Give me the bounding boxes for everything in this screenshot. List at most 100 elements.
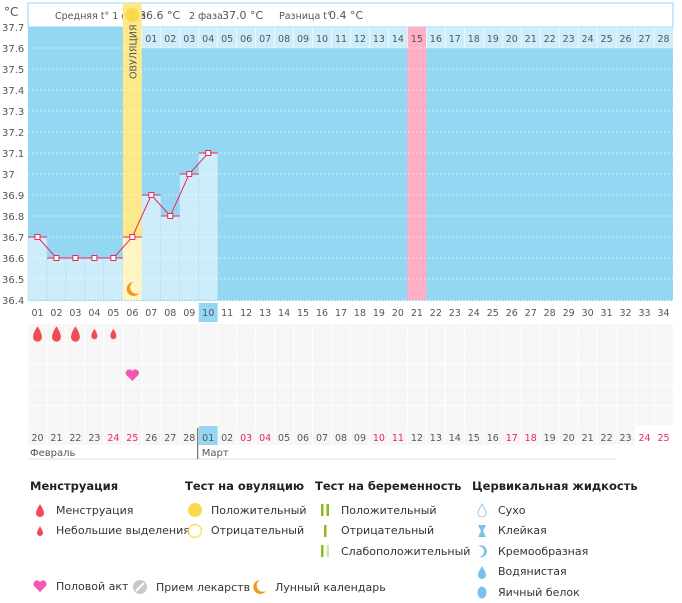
symbol-cell bbox=[521, 385, 540, 405]
symbol-cell bbox=[85, 344, 104, 364]
symbol-cell bbox=[559, 365, 578, 385]
y-tick-label: 37.1 bbox=[2, 149, 24, 160]
symbol-cell bbox=[388, 324, 407, 344]
symbol-cell bbox=[199, 385, 218, 405]
symbol-cell bbox=[313, 365, 332, 385]
month-label: Март bbox=[202, 448, 229, 459]
symbol-cell bbox=[294, 406, 313, 426]
symbol-cell bbox=[294, 385, 313, 405]
dry-drop-icon bbox=[472, 503, 492, 518]
date-cell bbox=[502, 426, 521, 445]
date-cell bbox=[388, 426, 407, 445]
phase2-day-label: 01 bbox=[145, 34, 157, 45]
date-cell bbox=[180, 426, 199, 445]
symbol-cell bbox=[369, 324, 388, 344]
symbol-cell bbox=[483, 344, 502, 364]
symbol-cell bbox=[464, 385, 483, 405]
diff-label: Разница t° bbox=[279, 11, 332, 22]
date-cell bbox=[597, 426, 616, 445]
date-label: 25 bbox=[126, 433, 138, 444]
legend-label: Небольшие выделения bbox=[56, 524, 190, 538]
legend-ovulation-test: Тест на овуляцию Положительный Отрицател… bbox=[185, 479, 307, 541]
symbol-cell bbox=[85, 385, 104, 405]
date-cell bbox=[521, 426, 540, 445]
symbol-cell bbox=[578, 385, 597, 405]
symbol-cell bbox=[47, 406, 66, 426]
phase2-day-label: 04 bbox=[202, 34, 214, 45]
legend-pregnancy-test: Тест на беременность Положительный Отриц… bbox=[315, 479, 470, 562]
symbol-cell bbox=[256, 385, 275, 405]
symbol-cell bbox=[313, 406, 332, 426]
cycle-day-label: 04 bbox=[88, 308, 100, 319]
symbol-cell bbox=[180, 324, 199, 344]
moon-icon bbox=[126, 282, 140, 296]
diff-value: 0.4 °C bbox=[329, 9, 363, 22]
symbol-cell bbox=[180, 406, 199, 426]
symbol-cell bbox=[142, 385, 161, 405]
heart-icon bbox=[30, 579, 50, 593]
faint-line-icon bbox=[315, 544, 335, 558]
symbol-cell bbox=[161, 344, 180, 364]
symbol-cell bbox=[66, 365, 85, 385]
legend-item: Положительный bbox=[315, 500, 470, 521]
date-label: 23 bbox=[88, 433, 100, 444]
symbol-cell bbox=[426, 324, 445, 344]
date-label: 03 bbox=[240, 433, 252, 444]
symbol-cell bbox=[654, 324, 673, 344]
symbol-cell bbox=[521, 406, 540, 426]
menstruation-drop-icon bbox=[33, 326, 42, 342]
symbol-cell bbox=[654, 406, 673, 426]
date-label: 11 bbox=[392, 433, 404, 444]
date-label: 20 bbox=[563, 433, 575, 444]
symbol-cell bbox=[388, 406, 407, 426]
symbol-cell bbox=[521, 324, 540, 344]
symbol-cell bbox=[502, 406, 521, 426]
date-label: 22 bbox=[69, 433, 81, 444]
y-axis-unit: °C bbox=[4, 5, 18, 19]
symbol-cell bbox=[294, 344, 313, 364]
date-cell bbox=[123, 426, 142, 445]
date-label: 02 bbox=[221, 433, 233, 444]
symbol-cell bbox=[218, 344, 237, 364]
phase2-day-label: 06 bbox=[240, 34, 252, 45]
date-cell bbox=[350, 426, 369, 445]
symbol-cell bbox=[559, 385, 578, 405]
legend-title: Тест на овуляцию bbox=[185, 479, 305, 493]
symbol-cell bbox=[313, 344, 332, 364]
symbol-cell bbox=[332, 365, 350, 385]
date-cell bbox=[218, 426, 237, 445]
legend-menstruation: Менструация Менструация Небольшие выделе… bbox=[30, 479, 190, 541]
symbol-cell bbox=[597, 344, 616, 364]
ovulation-column-lower bbox=[122, 237, 142, 300]
symbol-cell bbox=[483, 385, 502, 405]
symbol-cell bbox=[388, 344, 407, 364]
phase2-value: 37.0 °C bbox=[222, 9, 263, 22]
cycle-day-label: 17 bbox=[335, 308, 347, 319]
symbol-cell bbox=[597, 324, 616, 344]
today-date-highlight bbox=[198, 426, 218, 445]
legend-label: Отрицательный bbox=[211, 524, 305, 538]
empty-circle-icon bbox=[185, 523, 205, 539]
phase2-day-label: 28 bbox=[657, 34, 669, 45]
y-tick-label: 36.9 bbox=[2, 191, 24, 202]
date-label: 28 bbox=[183, 433, 195, 444]
legend-label: Лунный календарь bbox=[275, 580, 386, 594]
symbol-cell bbox=[180, 365, 199, 385]
date-cell bbox=[275, 426, 294, 445]
date-cell bbox=[426, 426, 445, 445]
phase2-day-label: 14 bbox=[392, 34, 404, 45]
legend-label: Водянистая bbox=[498, 565, 567, 579]
symbol-cell bbox=[521, 365, 540, 385]
symbol-cell bbox=[237, 324, 256, 344]
symbol-cell bbox=[332, 406, 350, 426]
menstruation-drop-icon bbox=[71, 326, 80, 342]
symbol-cell bbox=[199, 365, 218, 385]
y-tick-label: 37.6 bbox=[2, 44, 24, 55]
legend-cervical-fluid: Цервикальная жидкость Сухо Клейкая Кремо… bbox=[472, 479, 638, 603]
symbol-cell bbox=[445, 406, 464, 426]
cycle-day-label: 10 bbox=[202, 308, 214, 319]
symbol-cell bbox=[313, 324, 332, 344]
symbol-cell bbox=[28, 406, 47, 426]
date-label: 21 bbox=[50, 433, 62, 444]
cycle-day-label: 15 bbox=[297, 308, 309, 319]
